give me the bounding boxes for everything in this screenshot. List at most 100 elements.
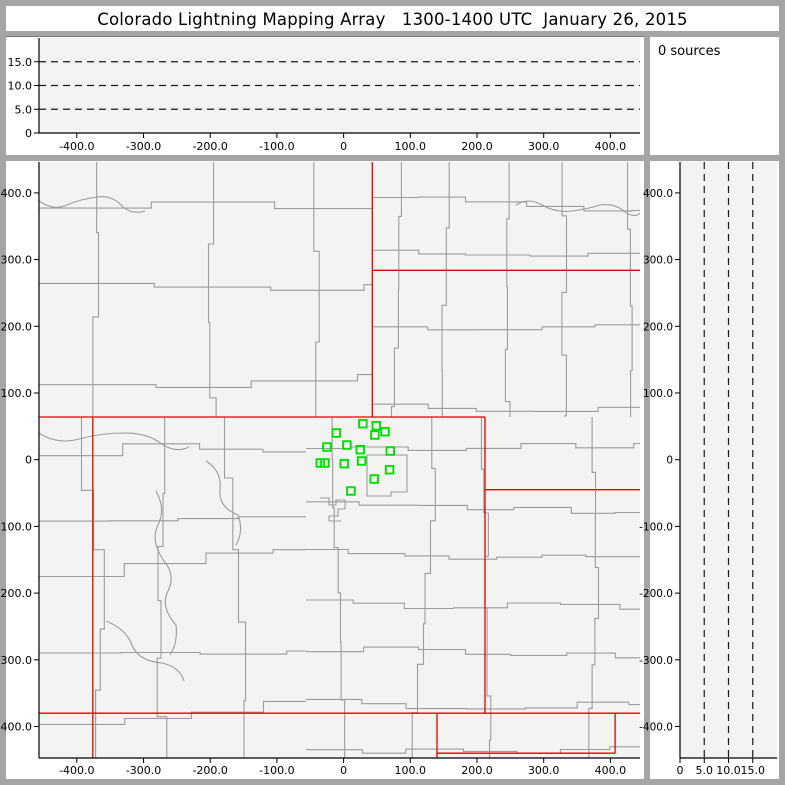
county-boundary-line — [154, 490, 177, 656]
y-tick-label: -100.0 — [639, 521, 673, 533]
y-tick-label: -300.0 — [0, 654, 32, 667]
county-boundary-line — [39, 432, 190, 451]
county-boundary-line — [306, 746, 640, 754]
x-tick-label: -400.0 — [59, 764, 94, 777]
altitude-vs-northsouth-panel: 400.0 300.0 200.0 100.0 0 -100.0 -200.0 -300.0 -… — [639, 161, 779, 779]
county-boundary-line — [306, 442, 640, 451]
y-tick-label: 0 — [25, 454, 32, 467]
county-boundary-line — [39, 700, 306, 725]
county-boundary-line — [306, 698, 640, 710]
x-tick-label: 100.0 — [395, 764, 427, 777]
y-tick-label: 10.0 — [8, 80, 33, 93]
x-tick-label: 400.0 — [595, 764, 627, 777]
x-tick-label: 15.0 — [741, 764, 766, 777]
county-boundary-line — [366, 454, 408, 497]
x-tick-label: -100.0 — [259, 764, 294, 777]
lma-station-marker — [371, 420, 382, 431]
lma-station-marker — [369, 474, 380, 484]
county-boundary-line — [207, 162, 217, 417]
top-panel-edge — [6, 36, 644, 38]
county-boundary-line — [39, 374, 372, 388]
y-tick-label: 400.0 — [1, 187, 33, 200]
y-tick-label: -200.0 — [0, 587, 32, 600]
plot-background — [39, 162, 640, 758]
x-tick-label: 0 — [340, 764, 347, 777]
x-tick-label: -400.0 — [59, 140, 94, 153]
county-boundary-line — [504, 162, 511, 417]
county-boundary-line — [561, 162, 568, 417]
county-boundary-line — [223, 417, 247, 758]
lma-station-marker — [384, 464, 395, 475]
y-tick-label: 5.0 — [15, 103, 33, 116]
county-boundary-line — [80, 417, 105, 758]
map-content — [39, 162, 640, 758]
lma-station-marker — [346, 486, 356, 496]
x-tick-label: 300.0 — [528, 764, 560, 777]
sources-count-label: 0 sources — [658, 44, 721, 59]
county-boundary-line — [320, 497, 346, 522]
y-tick-label: 15.0 — [8, 56, 33, 69]
y-tick-label: 400.0 — [643, 188, 673, 200]
county-boundary-line — [39, 282, 372, 291]
county-boundary-line — [306, 501, 640, 514]
altitude-vs-eastwest-panel: 0 5.0 10.0 15.0 -400.0 -300.0 -200.0 -100.0 0 100… — [6, 37, 644, 155]
lma-station-marker — [370, 430, 380, 440]
lma-station-marker — [339, 458, 350, 469]
lma-station-marker — [331, 428, 342, 438]
page-title: Colorado Lightning Mapping Array 1300-14… — [6, 6, 779, 31]
x-tick-label: 200.0 — [461, 764, 493, 777]
plan-view-map-panel: 400.0 300.0 200.0 100.0 0 -100.0 -200.0 -300.0 -… — [0, 161, 644, 779]
county-boundary-line — [105, 620, 185, 682]
y-tick-label: 100.0 — [643, 388, 673, 400]
county-boundary-line — [306, 548, 640, 560]
x-tick-label: 0 — [677, 764, 684, 777]
x-tick-label: -200.0 — [192, 764, 227, 777]
x-tick-label: 5.0 — [696, 764, 714, 777]
county-boundary-line — [39, 443, 306, 457]
county-boundary-line — [372, 403, 640, 412]
county-boundary-line — [39, 549, 306, 578]
lma-station-marker — [342, 440, 352, 450]
lma-station-marker — [380, 426, 390, 437]
lma-station-marker — [358, 418, 368, 429]
county-boundary-line — [313, 162, 320, 417]
county-boundary-line — [441, 162, 450, 417]
county-boundary-line — [588, 417, 600, 758]
y-tick-label: 0 — [25, 127, 32, 140]
y-tick-label: 200.0 — [1, 320, 33, 333]
x-tick-label: 100.0 — [395, 140, 427, 153]
x-tick-label: -200.0 — [192, 140, 227, 153]
y-tick-label: 300.0 — [1, 254, 33, 267]
county-boundary-line — [372, 196, 640, 212]
sources-count-box: 0 sources — [650, 37, 779, 155]
y-tick-label: 200.0 — [643, 321, 673, 333]
county-boundary-line — [39, 196, 146, 213]
y-tick-label: -100.0 — [0, 520, 32, 533]
county-boundary-line — [515, 200, 640, 217]
y-tick-label: 0 — [666, 455, 673, 467]
county-boundary-line — [306, 646, 640, 659]
county-boundary-line — [306, 599, 640, 610]
x-tick-label: -300.0 — [126, 140, 161, 153]
county-boundary-line — [156, 417, 168, 758]
x-tick-label: 10.0 — [716, 764, 741, 777]
lma-station-marker — [320, 458, 330, 468]
x-tick-label: 0 — [340, 140, 347, 153]
county-boundary-line — [92, 162, 100, 417]
x-tick-label: 200.0 — [461, 140, 493, 153]
county-boundary-line — [627, 162, 633, 417]
y-tick-label: 300.0 — [643, 255, 673, 267]
county-boundary-line — [372, 324, 640, 331]
x-tick-label: 400.0 — [595, 140, 627, 153]
x-tick-label: -100.0 — [259, 140, 294, 153]
county-boundary-line — [411, 417, 436, 758]
county-boundary-line — [390, 162, 402, 417]
lma-station-marker — [356, 456, 367, 466]
y-tick-label: -400.0 — [639, 722, 673, 734]
lma-station-marker — [385, 446, 396, 456]
county-boundary-line — [331, 417, 346, 758]
y-tick-label: -300.0 — [639, 655, 673, 667]
county-boundary-line — [39, 201, 372, 210]
county-boundary-line — [39, 650, 306, 655]
